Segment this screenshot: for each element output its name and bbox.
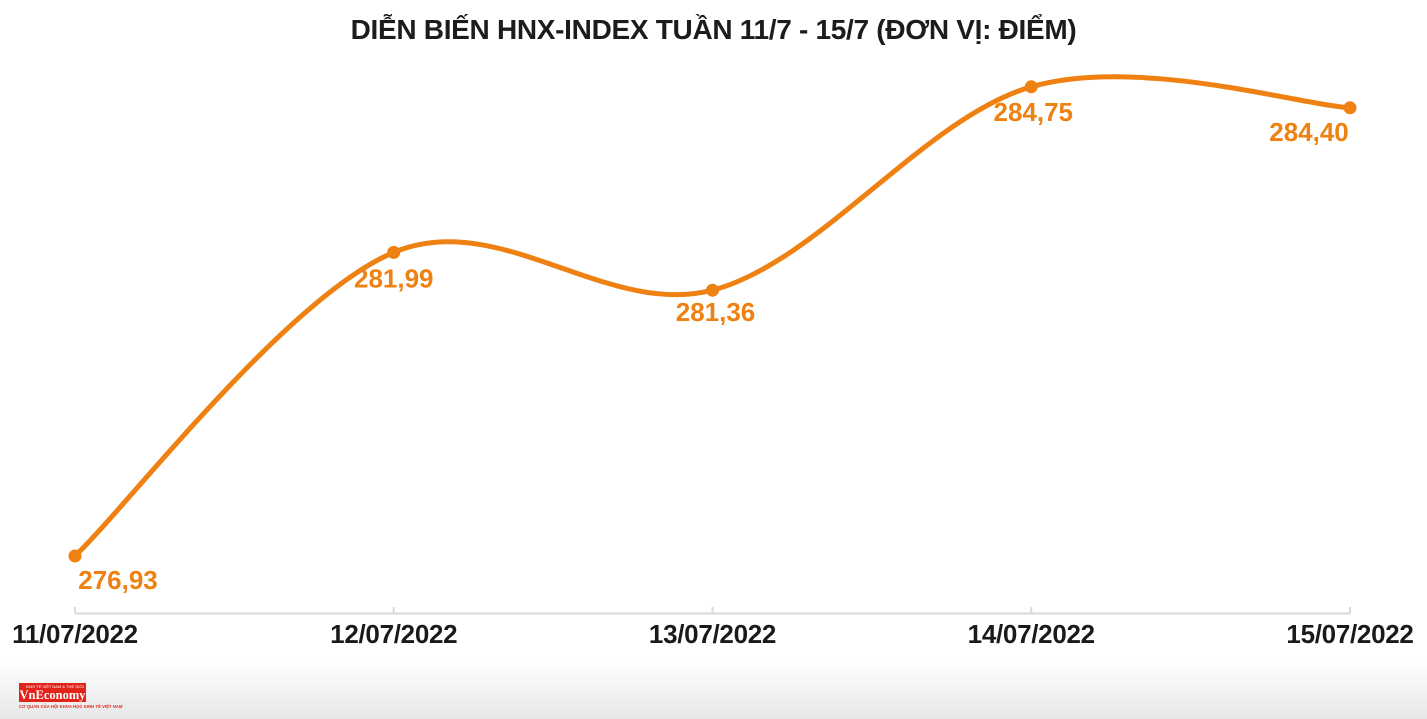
data-point [68,549,82,563]
vneconomy-tagline: CƠ QUAN CỦA HỘI KHOA HỌC KINH TẾ VIỆT NA… [19,703,123,709]
x-axis-label: 15/07/2022 [1286,619,1413,649]
vneconomy-logo-slogan: KINH TẾ VIỆT NAM & THẾ GIỚI [25,683,84,689]
data-point [1343,101,1357,115]
data-point-label: 281,99 [354,263,434,293]
data-point-label: 281,36 [676,297,756,327]
data-point [1024,80,1038,94]
x-axis-label: 11/07/2022 [12,619,138,649]
data-point-label: 276,93 [78,565,158,595]
data-point-label: 284,40 [1269,117,1349,147]
data-point [706,283,719,297]
vneconomy-wordmark: VnEconomy [19,687,86,702]
vneconomy-logo: KINH TẾ VIỆT NAM & THẾ GIỚI VnEconomy CƠ… [19,683,123,709]
data-point [387,245,401,259]
x-axis-label: 12/07/2022 [330,619,457,649]
chart-title: DIỄN BIẾN HNX-INDEX TUẦN 11/7 - 15/7 (ĐƠ… [350,14,1077,45]
bottom-gradient [0,660,1427,719]
data-point-label: 284,75 [993,97,1073,127]
x-axis-label: 13/07/2022 [649,619,776,649]
x-axis-label: 14/07/2022 [968,619,1095,649]
vneconomy-logo-box: KINH TẾ VIỆT NAM & THẾ GIỚI VnEconomy [19,683,86,702]
